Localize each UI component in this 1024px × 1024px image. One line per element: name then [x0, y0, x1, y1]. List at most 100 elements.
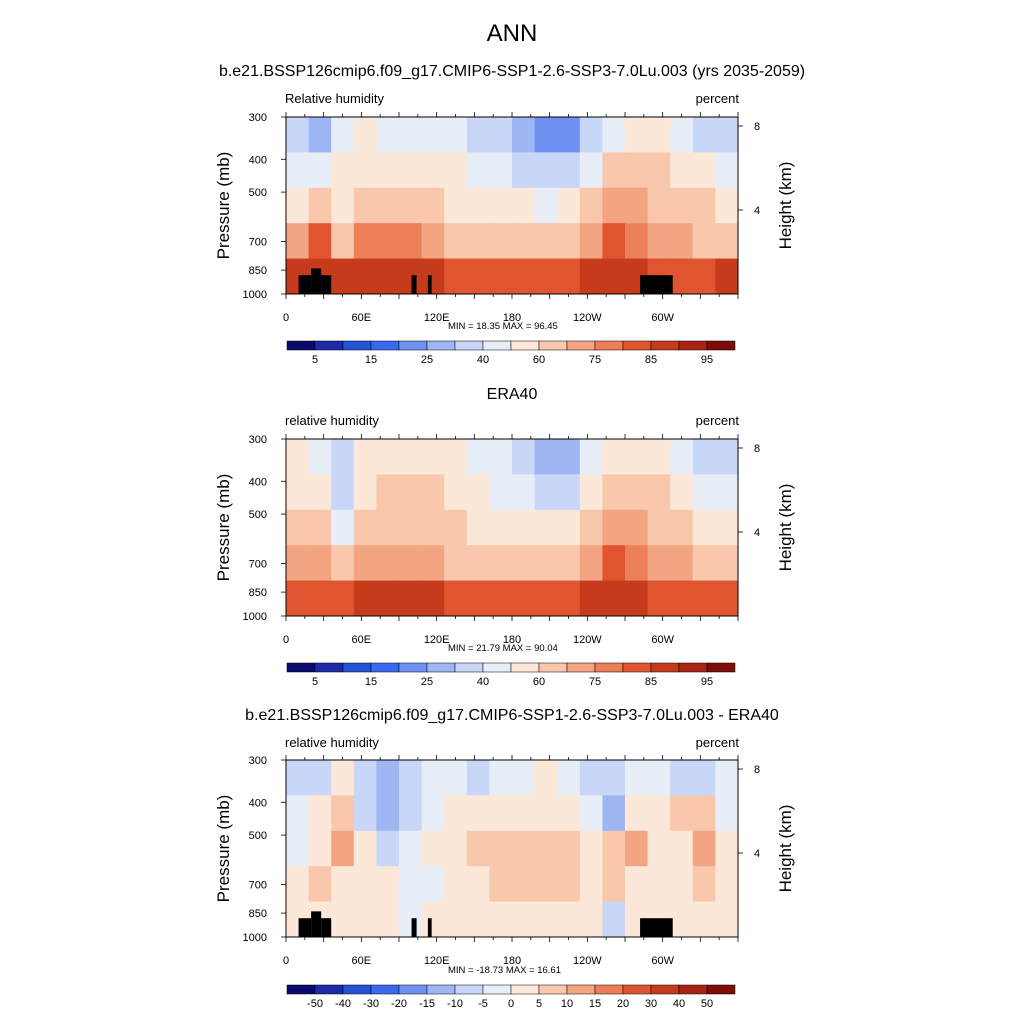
contour-cell: [579, 830, 603, 867]
colorbar-swatch: [426, 984, 456, 995]
contour-cell: [579, 795, 603, 832]
colorbar-label: 40: [477, 354, 489, 366]
contour-cell: [286, 866, 310, 903]
y-tick-label: 400: [249, 154, 267, 166]
contour-cell: [376, 439, 400, 475]
contour-cell: [489, 258, 513, 294]
contour-cell: [557, 901, 581, 937]
colorbar-swatch: [286, 662, 316, 673]
contour-cell: [489, 223, 513, 260]
contour-cell: [444, 866, 468, 903]
contour-cell: [489, 187, 513, 224]
contour-cell: [579, 474, 603, 511]
colorbar-swatch: [650, 340, 680, 351]
contour-cell: [534, 117, 558, 153]
contour-cell: [286, 795, 310, 832]
contour-cell: [466, 117, 490, 153]
x-tick-label: 180: [503, 955, 521, 967]
x-tick-label: 0: [283, 312, 289, 324]
y2-axis-label: Height (km): [776, 484, 795, 572]
contour-cell: [286, 545, 310, 582]
colorbar-swatch: [398, 340, 428, 351]
colorbar-swatch: [538, 340, 568, 351]
contour-cell: [512, 474, 536, 511]
contour-cell: [715, 866, 738, 903]
contour-cell: [444, 580, 468, 616]
contour-cell: [353, 760, 377, 796]
contour-cell: [602, 439, 626, 475]
contour-cell: [602, 580, 626, 616]
contour-cell: [670, 830, 694, 867]
contour-cell: [557, 545, 581, 582]
panel-1-variable-label: Relative humidity: [285, 91, 384, 106]
contour-cell: [670, 901, 694, 937]
y-tick-label: 1000: [243, 289, 267, 301]
colorbar-swatch: [594, 984, 624, 995]
contour-cell: [670, 152, 694, 189]
colorbar-swatch: [678, 984, 708, 995]
colorbar-label: -20: [391, 998, 407, 1010]
panel-2-contour-field: [286, 439, 738, 616]
contour-cell: [715, 795, 738, 832]
contour-cell: [602, 474, 626, 511]
contour-cell: [466, 258, 490, 294]
x-tick-label: 120E: [424, 634, 450, 646]
contour-cell: [670, 795, 694, 832]
contour-cell: [557, 509, 581, 546]
contour-cell: [602, 760, 626, 796]
contour-cell: [534, 187, 558, 224]
contour-cell: [444, 760, 468, 796]
contour-cell: [715, 509, 738, 546]
contour-cell: [466, 152, 490, 189]
y2-tick-label: 8: [754, 121, 760, 133]
contour-cell: [602, 509, 626, 546]
colorbar-swatch: [454, 662, 484, 673]
y-tick-label: 400: [249, 797, 267, 809]
contour-cell: [534, 760, 558, 796]
colorbar-label: 15: [365, 676, 377, 688]
colorbar-swatch: [370, 984, 400, 995]
contour-cell: [692, 901, 716, 937]
topography-mask: [640, 275, 673, 294]
panel-3-contour-field: [286, 760, 738, 937]
y-tick-label: 300: [249, 755, 267, 767]
y-tick-label: 850: [249, 908, 267, 920]
contour-cell: [670, 866, 694, 903]
y2-tick-label: 8: [754, 764, 760, 776]
contour-cell: [286, 580, 310, 616]
contour-cell: [308, 439, 332, 475]
colorbar-swatch: [510, 662, 540, 673]
y2-axis-label: Height (km): [776, 805, 795, 893]
contour-cell: [421, 795, 445, 832]
x-tick-label: 60W: [651, 634, 674, 646]
contour-cell: [602, 795, 626, 832]
contour-cell: [376, 901, 400, 937]
contour-cell: [625, 830, 649, 867]
contour-cell: [444, 258, 468, 294]
panel-3-minmax: MIN = -18.73 MAX = 16.61: [448, 965, 562, 976]
colorbar-swatch: [510, 340, 540, 351]
x-tick-label: 60W: [651, 955, 674, 967]
contour-cell: [534, 258, 558, 294]
contour-cell: [353, 580, 377, 616]
contour-cell: [489, 795, 513, 832]
contour-cell: [670, 760, 694, 796]
contour-cell: [489, 760, 513, 796]
contour-cell: [625, 795, 649, 832]
contour-cell: [331, 795, 355, 832]
contour-cell: [308, 152, 332, 189]
contour-cell: [399, 117, 423, 153]
colorbar-label: 25: [421, 354, 433, 366]
contour-cell: [579, 545, 603, 582]
contour-cell: [602, 258, 626, 294]
contour-cell: [625, 509, 649, 546]
contour-cell: [534, 545, 558, 582]
contour-cell: [647, 117, 671, 153]
colorbar-swatch: [622, 984, 652, 995]
contour-cell: [286, 439, 310, 475]
contour-cell: [647, 509, 671, 546]
contour-cell: [647, 866, 671, 903]
contour-cell: [692, 258, 716, 294]
contour-cell: [421, 830, 445, 867]
contour-cell: [692, 760, 716, 796]
